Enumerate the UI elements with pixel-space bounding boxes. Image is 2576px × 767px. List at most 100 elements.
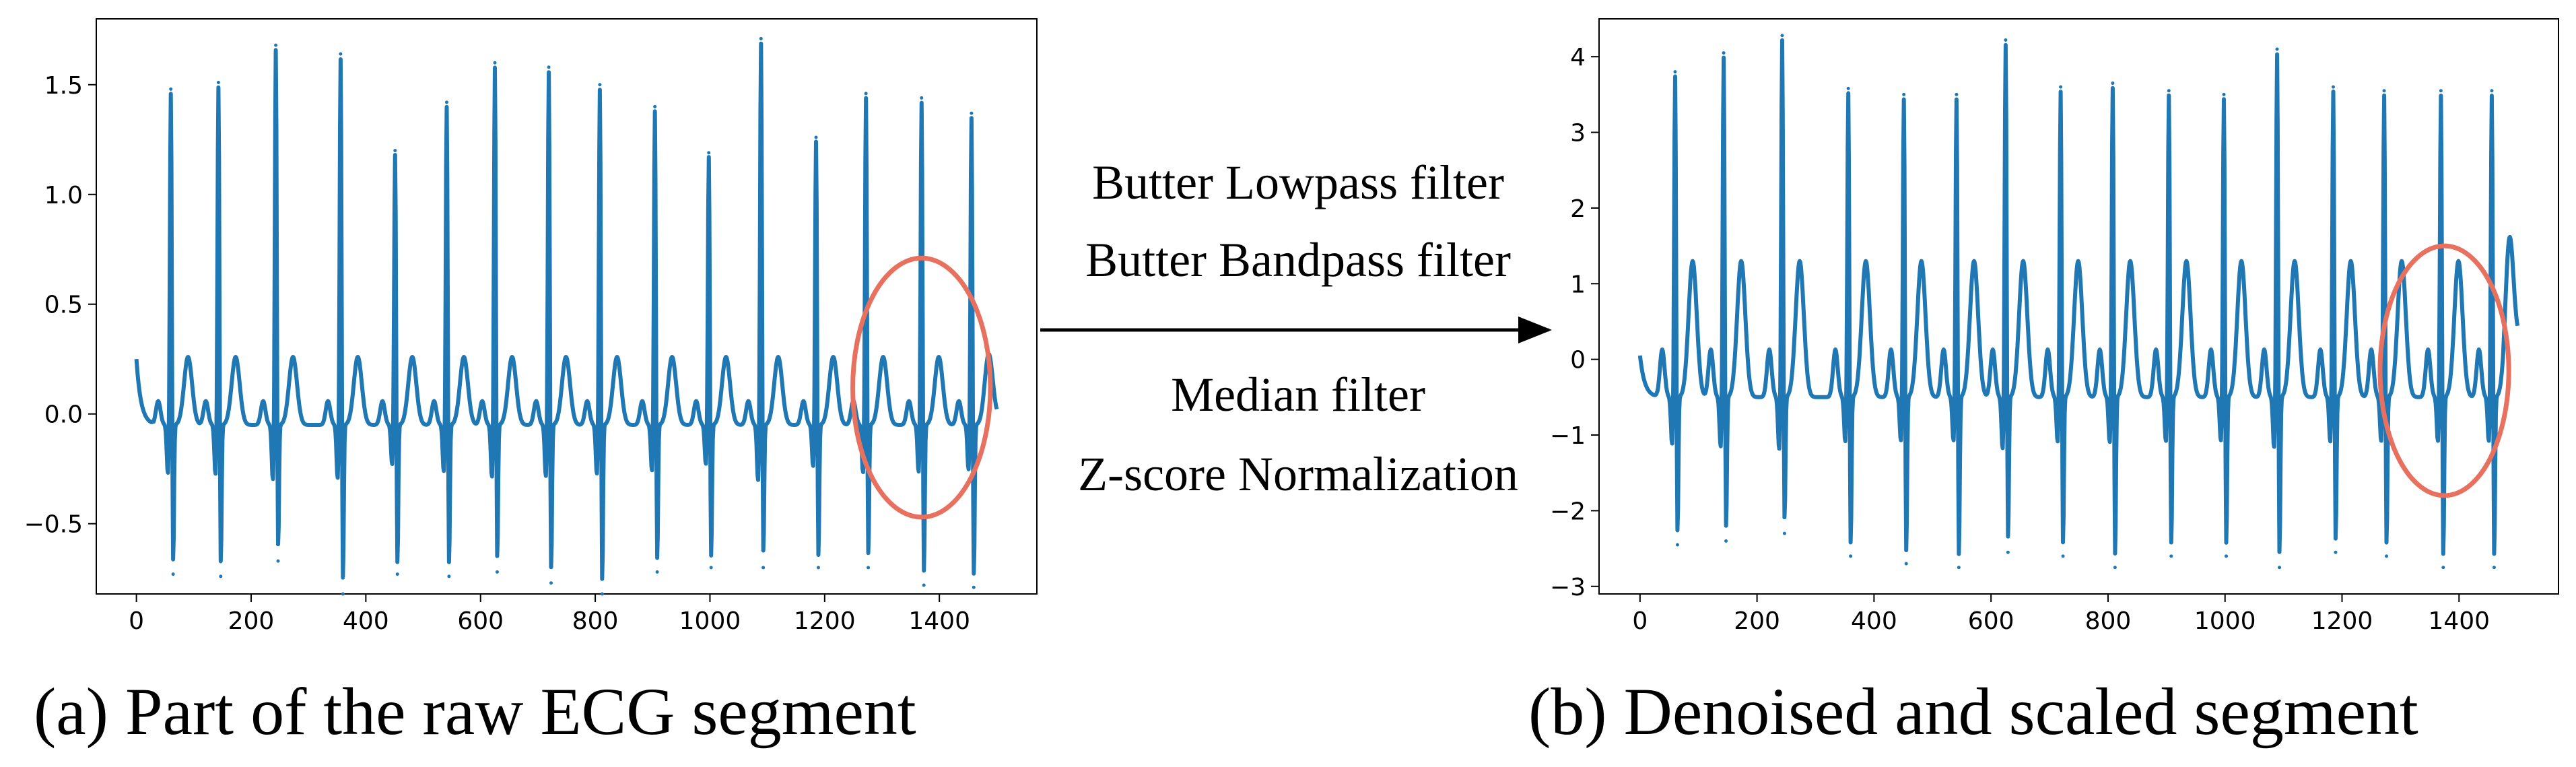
x-tick-label: 1000 [2194, 607, 2256, 635]
s-trough-point [495, 570, 499, 574]
r-peak-point [759, 36, 763, 40]
r-peak-point [707, 151, 711, 155]
x-tick-label: 1200 [2311, 607, 2373, 635]
caption-raw-ecg: (a) Part of the raw ECG segment [34, 674, 916, 749]
s-trough-point [600, 592, 604, 596]
r-peak-point [2331, 85, 2335, 89]
s-trough-point [2492, 566, 2496, 570]
s-trough-point [1957, 566, 1961, 570]
axes-frame [1598, 18, 2559, 595]
r-peak-point [2490, 89, 2494, 93]
axes-frame [96, 18, 1038, 595]
s-trough-point [219, 574, 223, 578]
s-trough-point [816, 566, 820, 570]
s-trough-point [2441, 566, 2445, 570]
s-trough-point [2061, 554, 2065, 558]
y-tick-label: 0.0 [44, 401, 83, 429]
s-trough-point [1782, 531, 1786, 535]
r-peak-point [444, 100, 448, 104]
y-tick-label: 0.5 [44, 292, 83, 319]
y-tick-label: −2 [1550, 498, 1586, 525]
x-tick-label: 400 [1851, 607, 1897, 635]
s-trough-point [2169, 554, 2173, 558]
r-peak-point [2275, 47, 2279, 51]
y-tick-label: 1.0 [44, 182, 83, 209]
x-tick-label: 0 [129, 607, 144, 635]
x-tick-label: 800 [2085, 607, 2132, 635]
step-lowpass: Butter Lowpass filter [1092, 156, 1504, 209]
s-trough-point [655, 570, 659, 574]
r-peak-point [2004, 38, 2008, 42]
s-trough-point [549, 581, 553, 585]
processing-pipeline: Butter Lowpass filter Butter Bandpass fi… [1040, 156, 1552, 501]
x-tick-label: 800 [572, 607, 619, 635]
s-trough-point [1904, 562, 1908, 566]
r-peak-point [547, 65, 551, 69]
s-trough-point [2006, 550, 2010, 554]
s-trough-point [972, 585, 976, 589]
s-trough-point [2334, 550, 2338, 554]
r-peak-point [1673, 70, 1677, 74]
ecg-signal-line [1637, 38, 2520, 556]
step-median: Median filter [1171, 368, 1425, 422]
panel-denoised-ecg: 0 200 400 600 800 1000 1200 1400 −3 −2 −1 0 1 2 3 4 (b)… [1528, 18, 2559, 749]
r-peak-point [2059, 85, 2063, 89]
s-trough-point [2278, 566, 2282, 570]
s-trough-point [171, 572, 175, 576]
s-trough-point [1724, 539, 1728, 543]
x-tick-label: 600 [457, 607, 504, 635]
s-trough-point [761, 566, 766, 570]
r-peak-point [393, 149, 397, 153]
s-trough-point [709, 566, 713, 570]
s-trough-point [447, 574, 451, 578]
r-peak-point [653, 104, 657, 108]
x-tick-label: 1400 [2428, 607, 2490, 635]
s-trough-point [922, 583, 926, 587]
r-peak-point [493, 61, 497, 65]
x-tick-label: 200 [228, 607, 275, 635]
y-tick-label: −3 [1550, 574, 1586, 601]
x-tick-label: 400 [343, 607, 389, 635]
s-trough-point [395, 572, 399, 576]
s-trough-point [2113, 566, 2117, 570]
s-trough-point [1849, 554, 1853, 558]
x-tick-label: 1400 [908, 607, 970, 635]
r-peak-point [1846, 86, 1850, 90]
r-peak-point [169, 87, 173, 91]
r-peak-point [2111, 81, 2115, 86]
y-tick-label: 1 [1570, 271, 1586, 298]
y-tick-label: 0 [1570, 347, 1586, 374]
step-zscore: Z-score Normalization [1078, 447, 1518, 501]
x-tick-label: 1000 [679, 607, 741, 635]
r-peak-point [864, 92, 868, 96]
s-trough-point [2385, 554, 2389, 558]
r-peak-point [2439, 89, 2443, 93]
r-peak-point [2167, 89, 2171, 93]
r-peak-point [216, 81, 220, 85]
s-trough-point [1675, 543, 1679, 547]
x-tick-label: 0 [1632, 607, 1648, 635]
y-tick-label: −0.5 [24, 511, 83, 539]
s-trough-point [2224, 554, 2228, 558]
r-peak-point [1722, 51, 1726, 55]
s-trough-point [341, 592, 345, 596]
denoised-ecg-plot: 0 200 400 600 800 1000 1200 1400 −3 −2 −1 0 1 2 3 4 [1550, 18, 2559, 635]
s-trough-point [867, 566, 871, 570]
y-tick-label: 2 [1570, 195, 1586, 223]
r-peak-point [920, 96, 924, 100]
highlight-ellipse [2377, 243, 2511, 498]
r-peak-point [2382, 89, 2386, 93]
x-tick-label: 200 [1734, 607, 1780, 635]
r-peak-point [274, 43, 278, 47]
r-peak-point [1780, 34, 1784, 38]
step-bandpass: Butter Bandpass filter [1085, 233, 1511, 287]
y-tick-label: 3 [1570, 120, 1586, 147]
panel-raw-ecg: 0 200 400 600 800 1000 1200 1400 −0.5 0.0 0.5 1.0 1.… [24, 18, 1038, 749]
x-tick-label: 600 [1968, 607, 2014, 635]
raw-ecg-plot: 0 200 400 600 800 1000 1200 1400 −0.5 0.0 0.5 1.0 1.… [24, 18, 1038, 635]
r-peak-point [598, 83, 602, 87]
highlight-ellipse [850, 255, 993, 520]
r-peak-point [1902, 92, 1906, 96]
s-trough-point [276, 559, 280, 563]
